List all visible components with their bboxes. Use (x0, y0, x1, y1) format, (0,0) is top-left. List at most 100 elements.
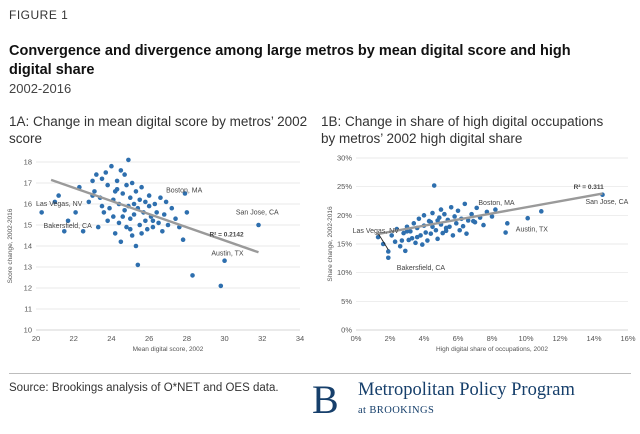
annotation-leader (378, 233, 389, 250)
y-tick-label: 10 (24, 326, 32, 335)
data-point (103, 170, 109, 175)
data-point (94, 172, 99, 177)
data-point (182, 191, 188, 196)
data-point (150, 224, 156, 230)
x-tick-label: 4% (419, 334, 430, 343)
data-point (107, 205, 112, 211)
data-point (146, 193, 152, 198)
data-point (65, 218, 71, 224)
data-point (52, 199, 58, 205)
r-squared-label: R² = 0.311 (574, 184, 605, 191)
data-point (127, 216, 133, 221)
y-tick-label: 17 (24, 179, 32, 188)
x-tick-label: 8% (487, 334, 498, 343)
data-point (256, 222, 261, 228)
data-point (133, 243, 139, 249)
data-point (438, 207, 444, 212)
x-tick-label: 22 (70, 334, 78, 343)
metro-annotation: Boston, MA (166, 187, 203, 194)
data-point (95, 224, 101, 230)
data-point (392, 239, 398, 245)
data-point (414, 234, 420, 240)
data-point (124, 224, 129, 230)
data-point (109, 163, 114, 169)
metro-annotation: Las Vegas, NV (353, 228, 400, 235)
data-point (92, 189, 97, 194)
data-point (112, 231, 118, 236)
data-point (73, 210, 78, 215)
metro-annotation: Boston, MA (478, 200, 515, 207)
data-point (430, 224, 435, 230)
data-point (131, 201, 137, 207)
chart-panel-b: 0% 5% 10% 15% 20% 25% 30% 0% 2% 4% 6% 8% 10% 12% 14% 16… (327, 154, 636, 354)
data-point (99, 203, 105, 209)
x-axis-label: Mean digital score, 2002 (133, 346, 204, 353)
data-point (173, 216, 178, 221)
data-point (455, 208, 461, 214)
data-point (450, 233, 456, 238)
x-tick-label: 0% (351, 334, 362, 343)
data-point (156, 220, 161, 226)
data-point (80, 229, 86, 234)
data-point (161, 212, 167, 217)
data-point (431, 183, 437, 188)
data-point (129, 233, 135, 238)
data-point (99, 176, 105, 182)
data-point (503, 230, 508, 235)
data-point (425, 238, 430, 243)
y-tick-label: 20% (337, 211, 352, 220)
data-point (406, 237, 411, 243)
y-tick-label: 12 (24, 284, 32, 293)
data-point (190, 273, 195, 278)
y-tick-label: 15% (337, 240, 352, 249)
data-point (114, 178, 120, 184)
data-point (481, 222, 486, 228)
data-point (39, 210, 44, 215)
y-tick-label: 18 (24, 158, 32, 167)
metro-annotation: Bakersfield, CA (44, 223, 93, 230)
data-point (139, 184, 144, 190)
y-tick-label: 13 (24, 263, 32, 272)
data-point (105, 182, 110, 188)
data-point (460, 223, 466, 229)
data-point (389, 233, 394, 238)
data-point (465, 218, 471, 223)
metro-annotation: Austin, TX (516, 226, 548, 233)
data-point (411, 221, 417, 226)
panel-b-title: 1B: Change in share of high digital occu… (321, 114, 604, 146)
chart-panel-a: 10 11 12 13 14 15 16 17 18 20 22 24 26 28 30 32 34 Mean d… (7, 158, 304, 354)
data-point (471, 218, 476, 224)
data-point (56, 193, 61, 198)
figure-subtitle: 2002-2016 (9, 81, 72, 96)
x-tick-label: 28 (183, 334, 191, 343)
metro-annotation: Bakersfield, CA (397, 265, 446, 272)
footer-divider (9, 373, 631, 374)
y-tick-label: 25% (337, 182, 352, 191)
y-axis-label: Score change, 2002-2016 (7, 208, 14, 283)
data-point (489, 214, 495, 219)
x-tick-label: 10% (518, 334, 533, 343)
data-point (469, 211, 474, 217)
data-point (397, 243, 403, 249)
metro-annotation: Austin, TX (211, 250, 243, 257)
data-point (105, 218, 110, 224)
data-point (464, 231, 469, 236)
data-point (111, 214, 116, 219)
data-point (474, 205, 479, 211)
data-point (154, 210, 159, 215)
y-tick-label: 16 (24, 200, 32, 209)
x-tick-label: 32 (258, 334, 266, 343)
data-point (146, 203, 152, 209)
figure-label: FIGURE 1 (9, 8, 69, 22)
panel-a-title: 1A: Change in mean digital score by metr… (9, 114, 308, 146)
data-point (137, 197, 143, 203)
data-point (403, 248, 408, 254)
x-axis-label: High digital share of occupations, 2002 (436, 346, 548, 353)
data-point (112, 189, 118, 194)
source-note: Source: Brookings analysis of O*NET and … (9, 382, 279, 394)
data-point (423, 230, 428, 235)
y-axis-label: Share change, 2002-2016 (327, 206, 334, 282)
data-point (165, 222, 171, 228)
data-point (416, 216, 422, 222)
data-point (135, 262, 141, 268)
